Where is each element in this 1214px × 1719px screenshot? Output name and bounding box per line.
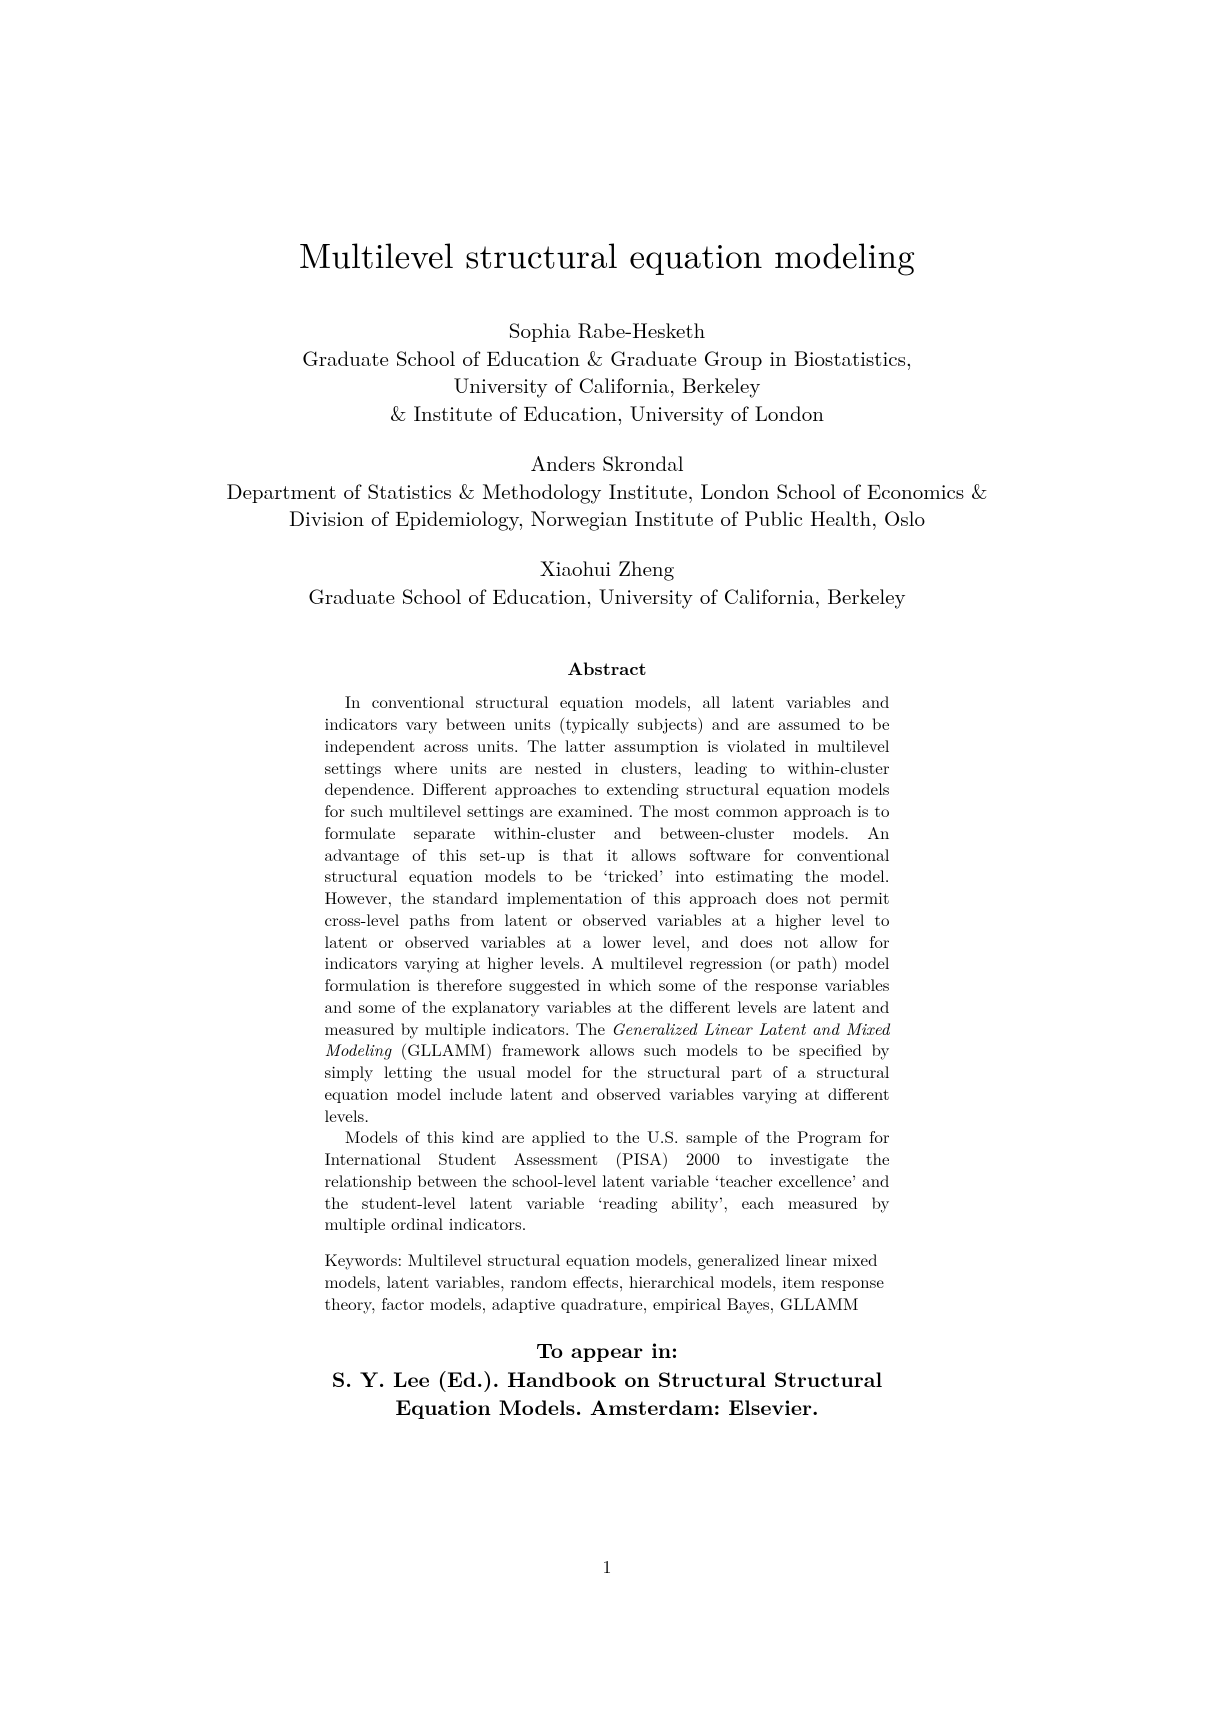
author-block-3: Xiaohui Zheng Graduate School of Educati… [215,555,999,610]
to-appear-line: Equation Models. Amsterdam: Elsevier. [215,1393,999,1421]
to-appear-line: S. Y. Lee (Ed.). Handbook on Structural … [215,1365,999,1393]
abstract-body: In conventional structural equation mode… [325,691,890,1235]
affiliation-line: University of California, Berkeley [215,372,999,400]
abstract-p1-part-b: (GLLAMM) framework allows such models to… [325,1037,890,1126]
keywords: Keywords: Multilevel structural equation… [325,1249,890,1314]
page: Multilevel structural equation modeling … [0,0,1214,1719]
abstract-heading: Abstract [215,656,999,681]
author-block-1: Sophia Rabe-Hesketh Graduate School of E… [215,317,999,428]
affiliation-line: Division of Epidemiology, Norwegian Inst… [215,505,999,533]
abstract-p1-part-a: In conventional structural equation mode… [325,689,890,1039]
paper-title: Multilevel structural equation modeling [215,230,999,279]
author-name: Anders Skrondal [215,450,999,478]
affiliation-line: & Institute of Education, University of … [215,400,999,428]
affiliation-line: Department of Statistics & Methodology I… [215,478,999,506]
affiliation-line: Graduate School of Education & Graduate … [215,345,999,373]
author-name: Sophia Rabe-Hesketh [215,317,999,345]
abstract-paragraph-1: In conventional structural equation mode… [325,691,890,1126]
abstract-paragraph-2: Models of this kind are applied to the U… [325,1126,890,1235]
page-number: 1 [0,1554,1214,1579]
affiliation-line: Graduate School of Education, University… [215,583,999,611]
to-appear-line: To appear in: [215,1336,999,1364]
author-name: Xiaohui Zheng [215,555,999,583]
to-appear-block: To appear in: S. Y. Lee (Ed.). Handbook … [215,1336,999,1420]
author-block-2: Anders Skrondal Department of Statistics… [215,450,999,533]
